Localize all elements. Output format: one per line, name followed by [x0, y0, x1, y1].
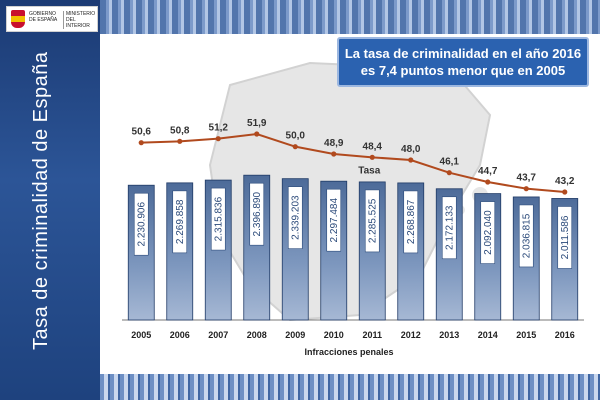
coat-of-arms-icon: [11, 10, 25, 28]
headline-box: La tasa de criminalidad en el año 2016 e…: [337, 37, 589, 87]
tasa-value-label-2010: 48,9: [324, 138, 344, 149]
bar-value-label-2013: 2.172.133: [445, 205, 456, 250]
headline-line-2: es 7,4 puntos menor que en 2005: [360, 63, 566, 78]
tasa-point-2008: [254, 131, 260, 137]
tasa-value-label-2005: 50,6: [132, 127, 152, 138]
tasa-point-2013: [446, 170, 452, 176]
tasa-value-label-2006: 50,8: [170, 125, 190, 136]
bar-label-box-2013: [441, 196, 457, 260]
tasa-value-label-2007: 51,2: [209, 123, 229, 134]
bar-label-box-2011: [364, 189, 380, 253]
bar-label-box-2016: [557, 206, 573, 269]
bar-label-box-2005: [133, 192, 149, 256]
x-tick-label-2007: 2007: [208, 330, 228, 340]
x-tick-label-2016: 2016: [555, 330, 575, 340]
tasa-value-label-2011: 48,4: [363, 141, 383, 152]
tasa-value-label-2008: 51,9: [247, 118, 267, 129]
x-tick-label-2006: 2006: [170, 330, 190, 340]
tasa-point-2012: [408, 157, 414, 163]
x-tick-label-2012: 2012: [401, 330, 421, 340]
bar-value-label-2014: 2.092.040: [483, 210, 494, 255]
series-label-tasa: Tasa: [358, 165, 380, 176]
bar-value-label-2012: 2.268.867: [406, 199, 417, 244]
bar-value-label-2016: 2.011.586: [560, 215, 571, 259]
bar-value-label-2007: 2.315.836: [214, 196, 225, 241]
top-decorative-band: [100, 0, 600, 34]
x-tick-label-2008: 2008: [247, 330, 267, 340]
tasa-value-label-2015: 43,7: [517, 173, 537, 184]
x-tick-label-2013: 2013: [439, 330, 459, 340]
logo-ministerio: MINISTERIO DEL INTERIOR: [63, 11, 100, 29]
tasa-value-label-2016: 43,2: [555, 176, 575, 187]
x-tick-label-2010: 2010: [324, 330, 344, 340]
tasa-point-2015: [523, 186, 529, 192]
bar-value-label-2008: 2.396.890: [252, 192, 263, 237]
bar-label-box-2006: [172, 190, 188, 254]
tasa-point-2007: [215, 136, 221, 142]
headline-line-1: La tasa de criminalidad en el año 2016: [344, 46, 582, 61]
sidebar: GOBIERNO DE ESPAÑA MINISTERIO DEL INTERI…: [0, 0, 100, 400]
series-label-infracciones: Infracciones penales: [304, 347, 393, 357]
x-tick-label-2009: 2009: [285, 330, 305, 340]
bar-label-box-2009: [287, 186, 303, 249]
x-tick-label-2011: 2011: [362, 330, 382, 340]
bar-label-box-2008: [249, 182, 265, 246]
tasa-point-2006: [177, 138, 183, 144]
bar-value-label-2010: 2.297.484: [329, 198, 340, 243]
tasa-value-label-2013: 46,1: [440, 157, 460, 168]
x-tick-label-2005: 2005: [131, 330, 151, 340]
bar-value-label-2009: 2.339.203: [291, 195, 302, 240]
bar-label-box-2012: [403, 190, 419, 254]
tasa-value-label-2014: 44,7: [478, 166, 498, 177]
logo-gobierno: GOBIERNO DE ESPAÑA: [29, 11, 58, 23]
tasa-point-2010: [331, 151, 337, 157]
tasa-point-2005: [138, 140, 144, 146]
tasa-point-2016: [562, 189, 568, 195]
government-logo: GOBIERNO DE ESPAÑA MINISTERIO DEL INTERI…: [6, 6, 98, 32]
bottom-decorative-band: [100, 374, 600, 400]
bar-value-label-2006: 2.269.858: [175, 199, 186, 244]
x-tick-label-2015: 2015: [516, 330, 536, 340]
tasa-line: [141, 132, 565, 193]
tasa-point-2009: [292, 144, 298, 150]
tasa-point-2014: [485, 179, 491, 185]
bar-label-box-2014: [480, 201, 496, 264]
tasa-point-2011: [369, 154, 375, 160]
bar-label-box-2015: [518, 204, 534, 268]
x-tick-label-2014: 2014: [478, 330, 498, 340]
bar-value-label-2011: 2.285.525: [368, 198, 379, 243]
bar-label-box-2010: [326, 188, 342, 252]
tasa-value-label-2012: 48,0: [401, 144, 421, 155]
bar-2009: [281, 178, 309, 321]
bar-value-label-2015: 2.036.815: [522, 213, 533, 258]
tasa-value-label-2009: 50,0: [286, 131, 306, 142]
bar-value-label-2005: 2.230.906: [137, 202, 148, 247]
bar-label-box-2007: [210, 187, 226, 251]
